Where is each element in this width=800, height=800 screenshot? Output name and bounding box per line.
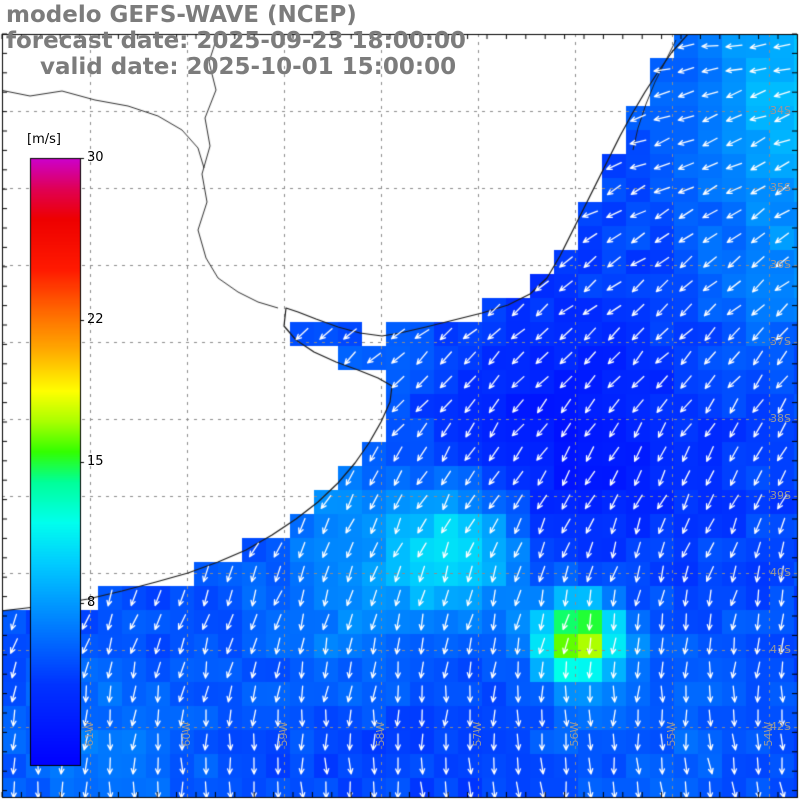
forecast-date-label: forecast date: 2025-09-23 18:00:00 <box>6 28 466 54</box>
valid-date-label: valid date: 2025-10-01 15:00:00 <box>40 54 457 80</box>
header: modelo GEFS-WAVE (NCEP) forecast date: 2… <box>6 2 466 80</box>
model-title: modelo GEFS-WAVE (NCEP) <box>6 2 357 28</box>
colorbar-unit-label: [m/s] <box>27 132 61 147</box>
